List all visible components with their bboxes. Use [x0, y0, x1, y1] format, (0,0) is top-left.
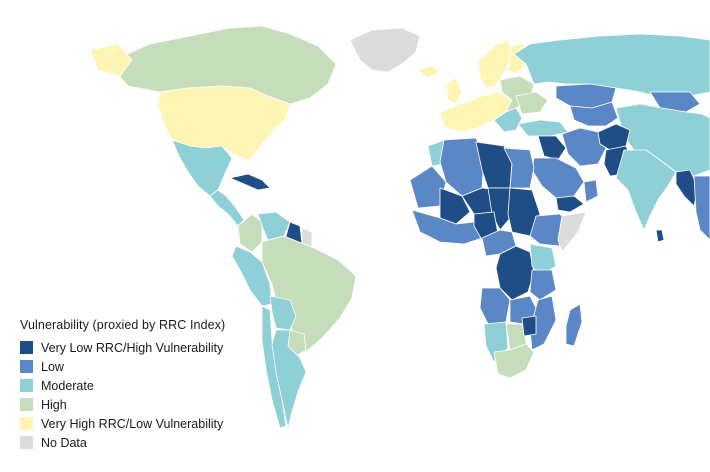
region-india[interactable] — [615, 149, 677, 231]
legend-item-low: Low — [20, 357, 270, 376]
region-ukraine[interactable] — [515, 91, 549, 115]
region-alaska[interactable] — [89, 43, 133, 77]
region-southeast-asia[interactable] — [693, 175, 710, 241]
legend-label: Very Low RRC/High Vulnerability — [41, 340, 224, 355]
legend-label: High — [41, 397, 67, 412]
region-brazil[interactable] — [261, 235, 357, 353]
region-south-africa[interactable] — [493, 343, 535, 379]
legend-label: Moderate — [41, 378, 94, 393]
region-tanzania[interactable] — [529, 269, 557, 301]
legend-swatch — [20, 436, 33, 449]
legend-item-very-low: Very Low RRC/High Vulnerability — [20, 338, 270, 357]
legend-item-high: High — [20, 395, 270, 414]
legend-item-moderate: Moderate — [20, 376, 270, 395]
legend-swatch — [20, 379, 33, 392]
region-balkans[interactable] — [493, 107, 523, 133]
region-somalia[interactable] — [557, 211, 587, 253]
legend-title: Vulnerability (proxied by RRC Index) — [20, 318, 226, 332]
legend-swatch — [20, 398, 33, 411]
legend-label: Very High RRC/Low Vulnerability — [41, 416, 224, 431]
region-venezuela[interactable] — [257, 211, 291, 241]
legend-item-very-high: Very High RRC/Low Vulnerability — [20, 414, 270, 433]
region-myanmar[interactable] — [675, 169, 699, 207]
region-egypt[interactable] — [503, 147, 535, 189]
legend: Vulnerability (proxied by RRC Index) Ver… — [20, 318, 270, 452]
region-mexico[interactable] — [171, 139, 233, 197]
region-turkey[interactable] — [517, 119, 569, 137]
legend-swatch — [20, 341, 33, 354]
region-madagascar[interactable] — [565, 303, 583, 347]
region-caribbean[interactable] — [229, 173, 271, 191]
region-scandinavia[interactable] — [477, 39, 515, 89]
region-zimbabwe[interactable] — [521, 315, 537, 337]
region-chile[interactable] — [261, 305, 287, 429]
legend-label: No Data — [41, 435, 87, 450]
region-central-america[interactable] — [209, 189, 245, 227]
region-central-asia[interactable] — [569, 101, 619, 127]
region-greenland[interactable] — [349, 27, 421, 73]
region-uk[interactable] — [445, 77, 463, 105]
region-usa[interactable] — [157, 85, 291, 161]
legend-item-no-data: No Data — [20, 433, 270, 452]
region-chad[interactable] — [487, 187, 513, 231]
region-mongolia[interactable] — [649, 91, 701, 113]
legend-swatch — [20, 360, 33, 373]
legend-swatch — [20, 417, 33, 430]
region-iceland[interactable] — [417, 65, 441, 79]
region-iran[interactable] — [561, 127, 607, 167]
legend-label: Low — [41, 359, 64, 374]
region-oman[interactable] — [583, 179, 599, 203]
region-saudi-arabia[interactable] — [531, 157, 585, 199]
region-argentina[interactable] — [271, 329, 307, 429]
region-iraq-syria[interactable] — [537, 135, 567, 161]
region-sri-lanka[interactable] — [655, 229, 665, 243]
region-drc[interactable] — [495, 245, 535, 301]
region-peru[interactable] — [231, 245, 273, 307]
region-yemen[interactable] — [555, 195, 585, 213]
